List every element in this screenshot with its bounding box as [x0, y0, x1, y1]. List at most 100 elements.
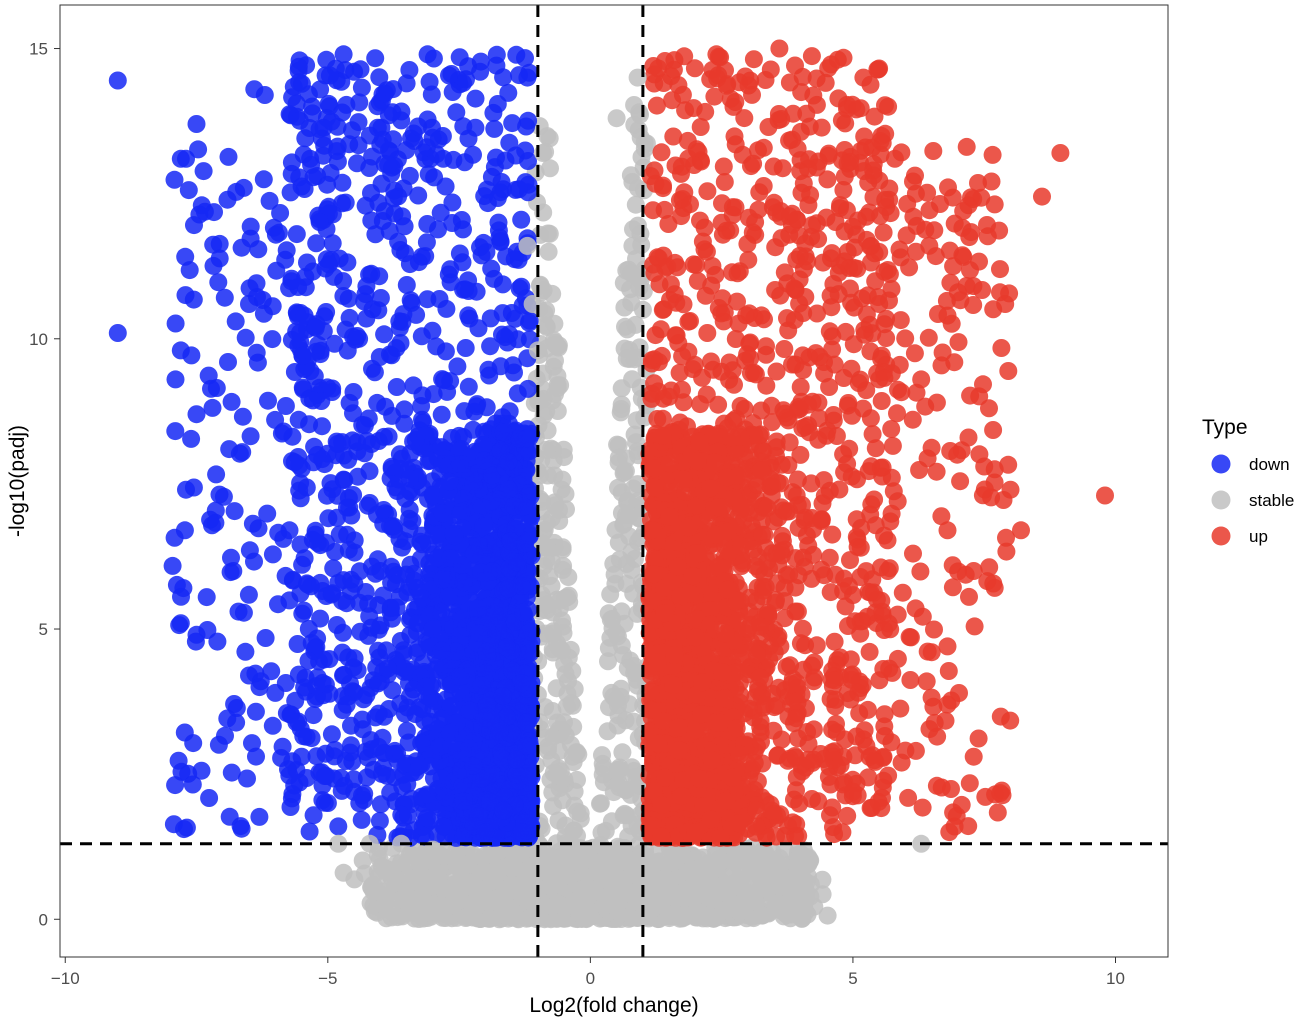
- data-point-stable: [543, 783, 562, 802]
- data-point-down: [409, 186, 428, 205]
- data-point-down: [185, 216, 203, 235]
- data-point-stable: [450, 891, 469, 910]
- data-point-down: [327, 508, 346, 527]
- data-point-stable: [613, 743, 632, 762]
- data-point-down: [376, 397, 395, 416]
- data-point-stable: [680, 863, 699, 882]
- data-point-down: [517, 713, 536, 732]
- data-point-down: [487, 45, 506, 64]
- data-point-down: [493, 275, 512, 294]
- data-point-down: [360, 159, 379, 177]
- data-point-down: [290, 111, 309, 130]
- data-point-down: [322, 725, 341, 744]
- data-point-stable: [601, 610, 620, 629]
- data-point-stable: [675, 905, 694, 924]
- data-point-down: [236, 642, 255, 661]
- data-point-down: [222, 392, 241, 411]
- data-point-down: [418, 785, 437, 804]
- data-point-down: [166, 422, 185, 441]
- data-point-stable: [772, 901, 791, 920]
- data-point-down: [352, 810, 371, 829]
- data-point-stable: [376, 883, 395, 902]
- data-point-stable: [609, 436, 628, 455]
- data-point-down: [345, 543, 364, 562]
- data-point-stable: [599, 652, 617, 671]
- data-point-down: [219, 147, 238, 166]
- data-point-stable: [625, 96, 644, 114]
- data-point-down: [343, 431, 362, 450]
- data-point-stable: [556, 726, 575, 745]
- data-point-down: [241, 427, 260, 446]
- data-point-stable: [480, 909, 499, 928]
- data-point-down: [436, 788, 455, 807]
- data-point-down: [422, 85, 441, 104]
- data-point-down: [320, 650, 339, 669]
- data-point-down: [478, 194, 497, 213]
- data-point-down: [176, 286, 195, 305]
- data-point-down: [276, 250, 295, 269]
- data-point-down: [199, 366, 218, 385]
- data-point-down: [175, 723, 194, 742]
- data-point-stable: [625, 663, 644, 682]
- data-point-down: [466, 118, 485, 137]
- data-point-down: [417, 809, 436, 827]
- data-point-down: [370, 267, 389, 286]
- data-point-down: [166, 314, 185, 333]
- data-point-down: [465, 402, 484, 421]
- data-point-down: [315, 767, 334, 785]
- data-point-down: [276, 397, 295, 415]
- data-point-down: [398, 698, 417, 717]
- data-point-down: [214, 487, 233, 506]
- data-point-down: [459, 282, 478, 300]
- data-point-down: [263, 330, 282, 349]
- data-point-down: [254, 170, 273, 189]
- data-point-down: [263, 716, 282, 735]
- data-point-down: [366, 225, 385, 244]
- data-point-stable: [694, 909, 712, 928]
- data-point-down: [453, 253, 472, 272]
- data-point-down: [391, 334, 410, 352]
- data-point-down: [177, 818, 196, 837]
- data-point-down: [245, 552, 263, 571]
- data-point-down: [392, 111, 411, 130]
- data-point-stable: [404, 870, 422, 889]
- data-point-down: [163, 556, 182, 575]
- data-point-down: [183, 775, 202, 794]
- data-point-stable: [616, 317, 634, 336]
- data-point-down: [280, 521, 299, 540]
- data-point-down: [295, 549, 314, 568]
- data-point-down: [307, 234, 326, 253]
- data-point-stable: [567, 743, 586, 762]
- data-point-stable: [635, 903, 654, 922]
- data-point-down: [447, 103, 466, 122]
- data-point-down: [359, 409, 378, 428]
- data-point-down: [454, 220, 472, 239]
- data-point-down: [292, 74, 311, 93]
- data-point-down: [256, 629, 275, 647]
- data-point-stable: [581, 880, 600, 899]
- data-point-down: [429, 220, 447, 239]
- data-point-down: [306, 318, 325, 337]
- data-point-stable: [617, 574, 636, 593]
- data-point-down: [400, 255, 419, 274]
- data-point-down: [432, 641, 451, 660]
- data-point-stable: [611, 403, 630, 422]
- data-point-down: [395, 414, 414, 433]
- data-point-down: [370, 811, 389, 830]
- data-point-down: [204, 235, 223, 254]
- data-point-down: [306, 525, 325, 544]
- data-point-stable: [626, 195, 645, 214]
- data-point-down: [207, 465, 226, 484]
- data-point-down: [363, 359, 381, 378]
- data-point-down: [300, 822, 319, 841]
- data-point-down: [393, 312, 412, 331]
- data-point-stable: [610, 758, 629, 777]
- data-point-down: [400, 520, 419, 539]
- data-point-down: [423, 321, 442, 340]
- data-point-down: [239, 585, 258, 604]
- data-point-down: [236, 328, 255, 347]
- data-point-down: [287, 225, 306, 244]
- data-point-down: [508, 330, 527, 349]
- data-point-down: [452, 502, 471, 521]
